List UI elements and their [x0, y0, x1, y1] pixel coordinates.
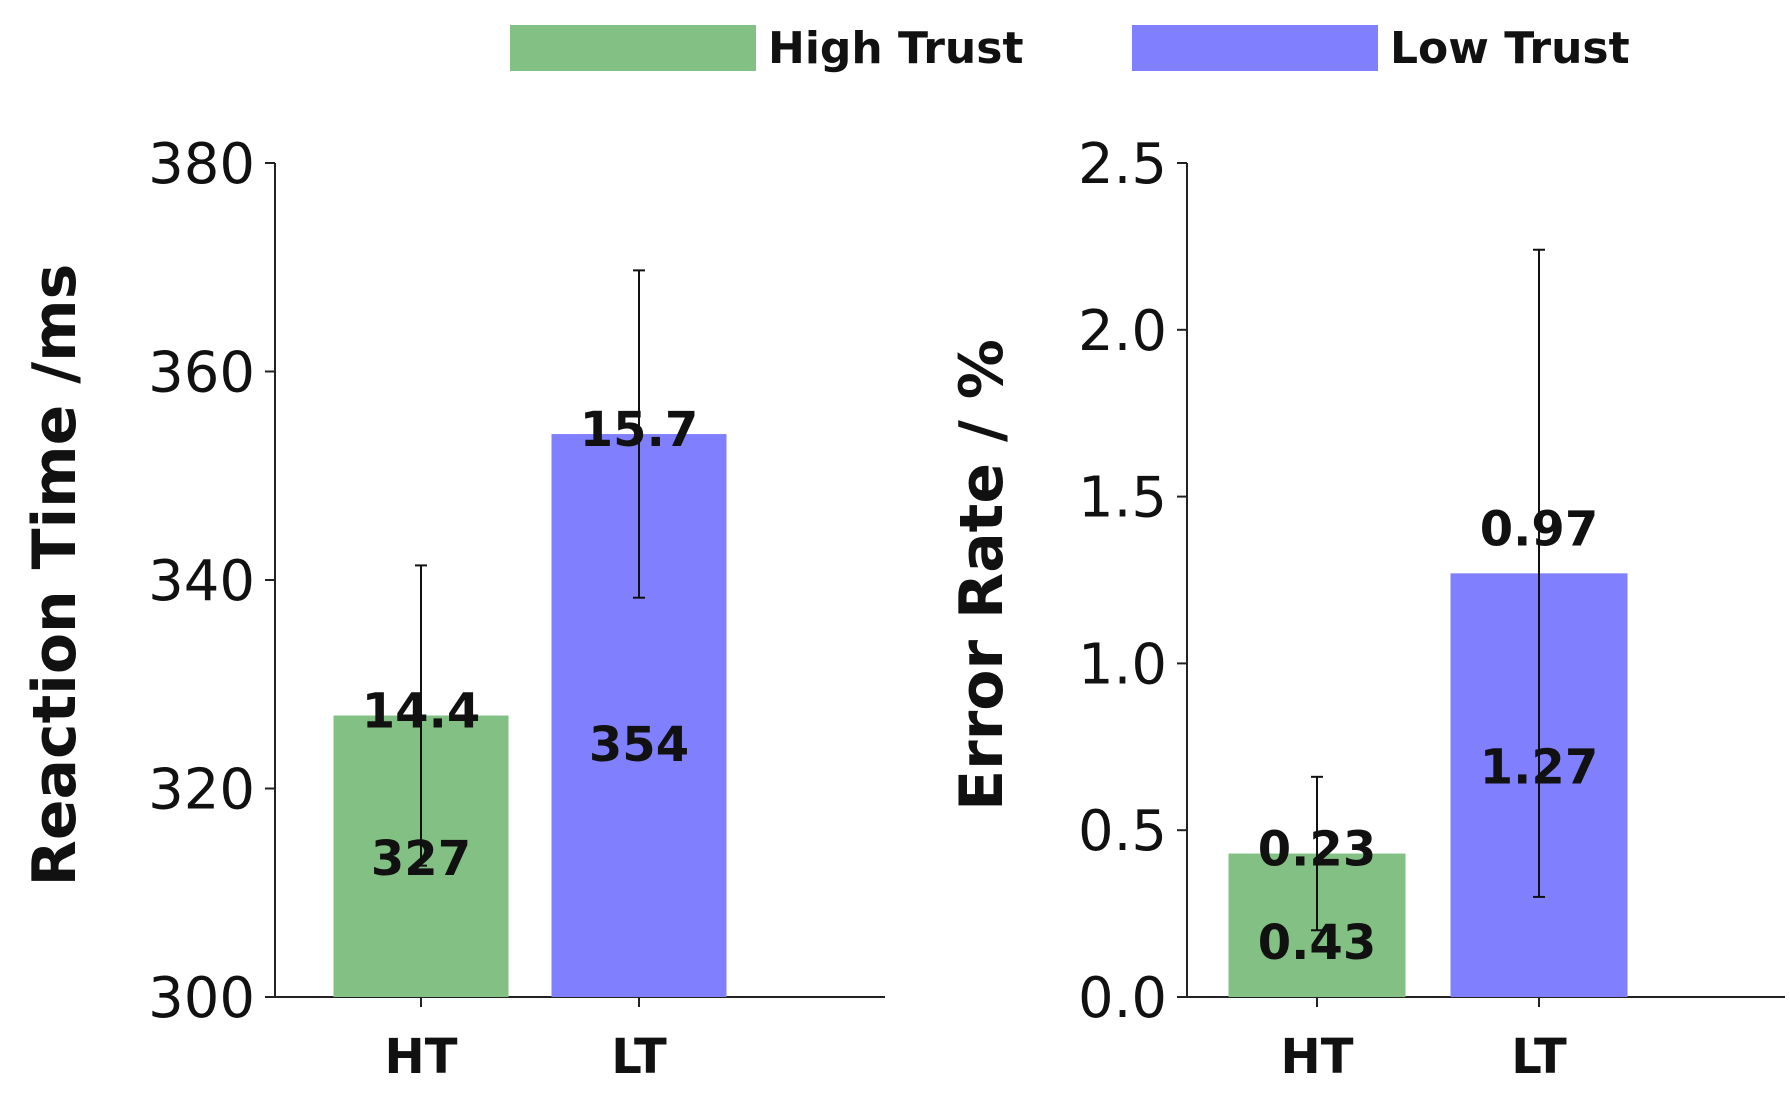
error-label-1-1: 0.97 — [1480, 501, 1598, 557]
y-tick-label-1-5: 2.5 — [1078, 132, 1167, 197]
y-tick-label-1-0: 0.0 — [1078, 966, 1167, 1031]
y-tick-label-0-0: 300 — [148, 966, 255, 1031]
y-tick-label-1-1: 0.5 — [1078, 799, 1167, 864]
value-label-1-0: 0.43 — [1258, 915, 1376, 971]
x-tick-label-0-0: HT — [385, 1029, 458, 1085]
x-tick-label-1-0: HT — [1281, 1029, 1354, 1085]
y-tick-label-1-4: 2.0 — [1078, 299, 1167, 364]
error-label-1-0: 0.23 — [1258, 822, 1376, 878]
value-label-0-1: 354 — [589, 717, 689, 773]
y-tick-label-0-4: 380 — [148, 132, 255, 197]
legend-low-trust: Low Trust — [1132, 22, 1630, 74]
legend-swatch-high-trust — [510, 25, 756, 71]
x-tick-label-1-1: LT — [1511, 1029, 1567, 1085]
error-label-0-1: 15.7 — [580, 402, 698, 458]
value-label-1-1: 1.27 — [1480, 739, 1598, 795]
legend-swatch-low-trust — [1132, 25, 1378, 71]
y-tick-label-1-3: 1.5 — [1078, 466, 1167, 531]
y-tick-label-1-2: 1.0 — [1078, 632, 1167, 697]
error-label-0-0: 14.4 — [362, 684, 480, 740]
y-axis-label-1: Error Rate / % — [947, 339, 1017, 811]
legend-label-high-trust: High Trust — [768, 22, 1024, 74]
value-label-0-0: 327 — [371, 831, 471, 887]
y-tick-label-0-2: 340 — [148, 549, 255, 614]
legend-label-low-trust: Low Trust — [1390, 22, 1630, 74]
legend-high-trust: High Trust — [510, 22, 1024, 74]
x-tick-label-0-1: LT — [611, 1029, 667, 1085]
y-tick-label-0-3: 360 — [148, 341, 255, 406]
y-axis-label-0: Reaction Time /ms — [20, 264, 90, 887]
y-tick-label-0-1: 320 — [148, 758, 255, 823]
